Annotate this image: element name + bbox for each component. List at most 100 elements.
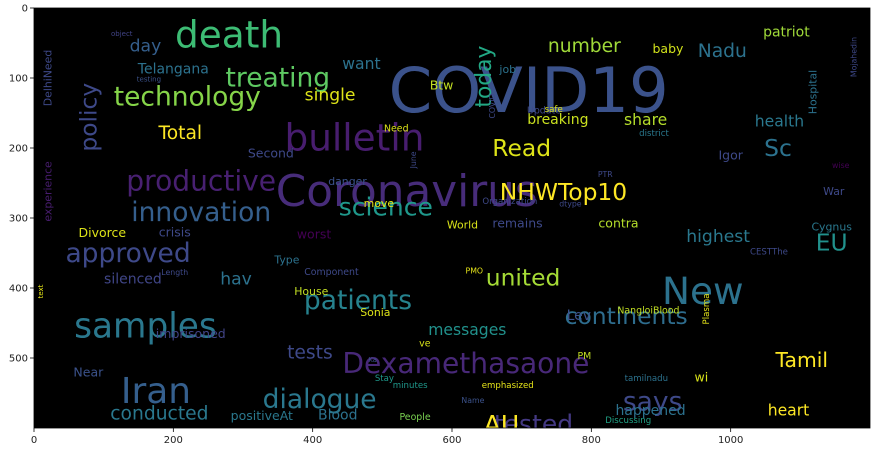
word-49: move [364,197,395,210]
word-39: patriot [763,25,810,41]
word-95: testing [137,75,161,83]
word-11: innovation [131,197,271,228]
word-9: treating [226,63,331,94]
word-55: Divorce [78,225,126,240]
word-77: Stay [375,374,394,384]
word-27: number [548,36,621,57]
word-31: want [342,55,380,73]
word-47: Second [248,145,294,160]
word-8: productive [126,164,276,197]
x-tick-label-0: 0 [31,435,37,446]
word-98: text [37,284,45,298]
word-59: Sonia [360,306,390,319]
word-54: worst [297,227,332,242]
x-tick-label-1: 200 [164,435,183,446]
word-58: silenced [104,272,162,288]
word-103: Mojahedin [849,37,858,77]
word-19: continents [565,302,688,330]
word-75: emphasized [482,381,534,391]
word-40: baby [652,41,684,56]
word-1: Coronavirus [276,166,538,217]
word-25: policy [74,83,102,152]
y-tick-label-4: 400 [9,284,28,295]
word-80: Name [461,396,484,405]
word-45: Cygnus [811,221,852,234]
word-38: breaking [527,112,588,128]
word-64: Near [73,365,104,380]
word-12: approved [65,238,190,269]
word-34: Tamil [774,348,827,372]
word-61: Lev [567,308,591,324]
word-18: united [486,264,561,292]
word-65: conducted [110,404,208,425]
word-101: Plasma [702,294,712,325]
word-17: Read [492,134,551,162]
word-23: EU [816,229,848,257]
y-tick-label-5: 500 [9,354,28,365]
plot-background [34,8,870,428]
y-tick-label-2: 200 [9,144,28,155]
word-88: safe [545,105,563,115]
word-44: War [823,185,845,198]
y-tick-label-0: 0 [22,4,28,15]
word-102: Hospital [806,70,819,114]
word-89: district [639,129,669,139]
word-97: experience [41,161,54,222]
word-36: share [624,111,667,129]
x-tick-label-2: 400 [303,435,322,446]
word-41: Btw [430,78,454,93]
word-13: patients [304,285,412,316]
word-87: Need [384,124,409,135]
word-85: Length [161,268,188,277]
word-68: happened [615,403,685,419]
word-96: DelhiNeed [41,50,54,107]
word-20: says [623,387,683,418]
word-0: COVID19 [389,54,669,127]
word-62: tests [287,343,333,364]
word-67: Blood [318,407,358,423]
word-91: dtype [559,200,582,209]
word-93: wise [832,161,850,170]
word-73: People [399,412,430,423]
word-30: single [305,86,356,106]
word-35: highest [686,227,750,247]
word-52: contra [598,215,638,230]
x-tick-label-4: 800 [582,435,601,446]
word-56: Type [273,254,299,267]
word-57: House [294,285,328,298]
word-60: messages [428,321,506,339]
word-43: Igor [718,148,743,163]
word-100: COVID [488,93,497,118]
x-tick-label-3: 600 [442,435,461,446]
word-4: Iran [121,371,191,412]
word-33: Telangana [137,62,209,78]
x-tick-label-5: 1000 [718,435,743,446]
word-28: Nadu [698,41,747,62]
word-94: object [111,30,133,38]
word-51: remains [492,215,542,230]
word-16: NHWTop10 [500,178,627,206]
word-84: CESTThe [750,247,788,257]
word-42: job [498,63,516,76]
word-53: crisis [159,225,191,240]
word-layer: COVID19 Coronavirus death bulletin Iran sampl… [37,13,859,439]
word-2: death [175,13,283,57]
word-14: dialogue [263,384,377,415]
word-82: Component [304,267,359,278]
word-26: today [472,46,497,108]
word-72: ve [419,339,431,350]
word-48: danger [328,175,367,188]
word-71: PM [577,351,591,362]
word-46: hav [220,270,252,290]
word-22: AU [484,410,519,439]
word-24: Sc [764,134,792,162]
word-86: Update [527,105,561,116]
word-74: NangloiBlood [617,306,679,317]
word-66: positiveAt [231,408,293,423]
word-5: samples [74,307,217,347]
word-21: tested [494,409,573,438]
word-15: science [339,192,433,221]
word-99: June [409,151,418,169]
word-63: imprisoned [156,326,226,341]
